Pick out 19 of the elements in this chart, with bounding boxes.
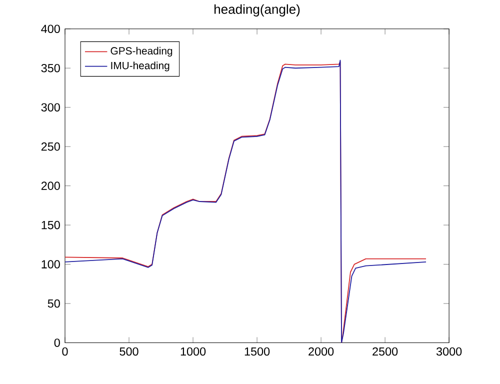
y-tick-label: 400: [41, 24, 60, 34]
y-tick-label: 150: [42, 220, 60, 230]
y-tick-label: 200: [41, 182, 60, 190]
x-tick-label: 500: [120, 347, 138, 356]
y-tick-label: 350: [41, 64, 60, 72]
x-tick-label: 1000: [180, 347, 206, 356]
y-tick-label: 50: [48, 299, 60, 308]
x-tick-label: 2000: [308, 347, 334, 356]
x-tick-label: 3000: [436, 347, 462, 356]
y-tick-label: 0: [54, 338, 60, 347]
y-tick-label: 100: [42, 260, 60, 268]
y-tick-label: 250: [41, 142, 60, 151]
chart-title: heading(angle): [214, 4, 300, 17]
x-tick-label: 2500: [372, 347, 398, 356]
x-tick-label: 1500: [244, 347, 270, 356]
y-tick-label: 300: [41, 103, 60, 112]
legend-label: GPS-heading: [110, 46, 172, 57]
x-tick-label: 0: [62, 347, 68, 356]
legend-label: IMU-heading: [111, 62, 170, 72]
